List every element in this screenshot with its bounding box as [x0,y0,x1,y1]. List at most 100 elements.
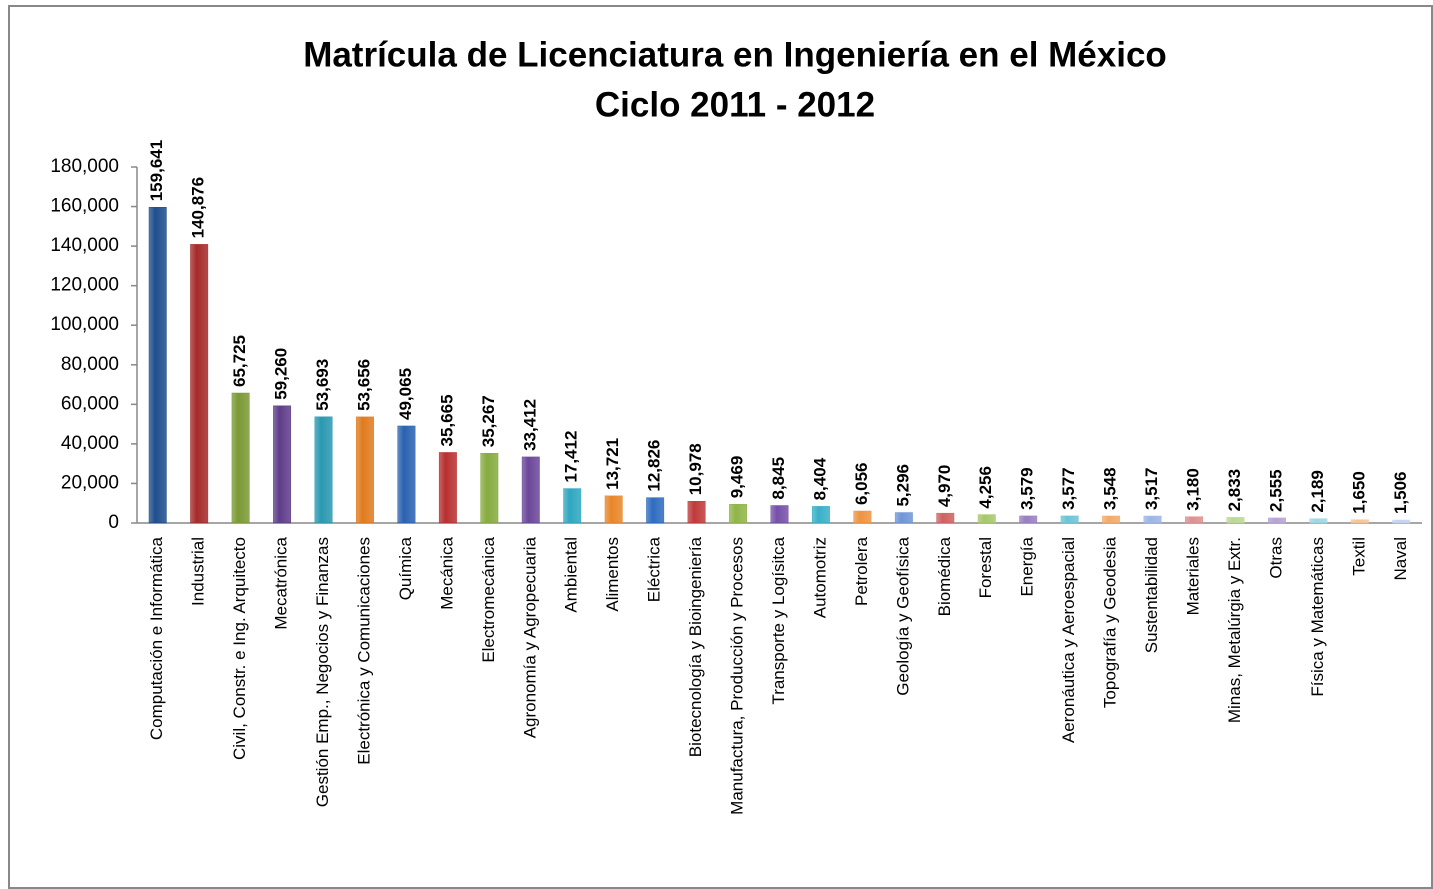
bar [1185,516,1203,524]
value-label: 1,650 [1349,471,1368,514]
bar [770,505,789,524]
x-tick-label: Aeronáutica y Aeroespacial [1059,537,1078,743]
value-label: 53,693 [313,359,332,411]
value-label: 3,579 [1018,467,1037,510]
bar [273,405,292,524]
value-label: 8,845 [769,457,788,500]
value-label: 49,065 [396,368,415,420]
value-label: 53,656 [354,359,373,411]
bar [1019,515,1038,524]
y-tick-label: 20,000 [61,472,119,493]
x-tick-label: Mecánica [437,536,456,609]
x-tick-label: Otras [1266,537,1285,579]
bar [1102,515,1121,524]
value-label: 2,189 [1308,470,1327,513]
bar [894,512,913,524]
value-label: 9,469 [728,456,747,499]
value-label: 3,517 [1142,467,1161,510]
bar [480,452,499,524]
bar [687,501,706,524]
value-label: 4,256 [976,466,995,509]
chart-subtitle: Ciclo 2011 - 2012 [595,85,875,124]
x-tick-label: Biomédica [935,536,954,616]
value-label: 17,412 [562,431,581,483]
x-tick-label: Automotriz [810,537,829,618]
x-tick-label: Industrial [189,537,208,606]
y-tick-label: 40,000 [61,433,119,454]
bar [314,416,333,524]
value-label: 2,555 [1266,469,1285,512]
bar [1350,519,1369,524]
chart-title: Matrícula de Licenciatura en Ingeniería … [303,35,1167,74]
bar [936,512,955,524]
x-tick-label: Forestal [976,537,995,598]
x-tick-label: Gestión Emp., Negocios y Finanzas [313,537,332,807]
bar [231,392,250,524]
x-tick-label: Ambiental [562,537,581,613]
x-tick-label: Alimentos [603,537,622,612]
bar [1060,515,1079,524]
value-label: 6,056 [852,462,871,505]
value-label: 3,180 [1184,468,1203,511]
x-tick-label: Eléctrica [645,536,664,602]
bar [438,452,457,524]
bar [1309,518,1328,524]
chart-frame [8,5,1433,889]
bar [190,244,209,524]
value-label: 33,412 [520,399,539,451]
bar [646,497,665,524]
value-label: 12,826 [645,440,664,492]
bar [1226,517,1245,524]
x-tick-label: Minas, Metalúrgia y Extr. [1225,537,1244,723]
value-label: 1,506 [1391,471,1410,514]
value-label: 59,260 [272,348,291,400]
y-tick-label: 60,000 [61,393,119,414]
bar [356,416,374,524]
value-label: 35,267 [479,395,498,447]
y-tick-label: 160,000 [50,196,119,217]
bar [1267,517,1286,524]
x-tick-label: Mecatrónica [272,536,291,629]
x-tick-label: Electrónica y Comunicaciones [354,537,373,765]
x-tick-label: Geología y Geofísica [893,536,912,695]
value-label: 35,665 [437,394,456,446]
x-tick-label: Física y Matemáticas [1308,537,1327,697]
y-tick-label: 100,000 [50,314,119,335]
x-tick-label: Biotecnología y Bioingeniería [686,536,705,757]
value-label: 3,548 [1101,467,1120,510]
value-label: 2,833 [1225,469,1244,512]
value-label: 10,978 [686,443,705,495]
x-tick-label: Materiales [1184,537,1203,615]
value-label: 3,577 [1059,467,1078,510]
bar [853,510,872,524]
value-label: 5,296 [893,464,912,507]
bar [563,488,582,524]
value-label: 13,721 [603,438,622,490]
x-tick-label: Civil, Constr. e Ing. Arquitecto [230,537,249,760]
value-label: 65,725 [230,335,249,387]
y-tick-label: 140,000 [50,235,119,256]
bar [1143,515,1162,524]
x-tick-label: Manufactura, Producción y Procesos [728,537,747,815]
y-tick-label: 80,000 [61,354,119,375]
y-tick-label: 180,000 [50,156,119,177]
y-tick-label: 120,000 [50,275,119,296]
bar [1392,519,1411,524]
x-tick-label: Electromecánica [479,536,498,662]
x-tick-label: Energía [1018,536,1037,596]
x-tick-label: Transporte y Logísitca [769,536,788,704]
bar [148,207,167,524]
bar [604,495,623,524]
value-label: 4,970 [935,465,954,508]
bar [977,514,996,524]
x-tick-label: Textil [1349,537,1368,576]
x-tick-label: Topografía y Geodesia [1101,536,1120,708]
x-tick-label: Sustentabilidad [1142,537,1161,653]
bar [729,504,748,524]
x-tick-label: Computación e Informática [147,536,166,740]
y-tick-label: 0 [108,512,119,533]
bar [397,425,416,524]
x-tick-label: Agronomía y Agropecuaria [520,536,539,738]
x-tick-label: Química [396,536,415,600]
